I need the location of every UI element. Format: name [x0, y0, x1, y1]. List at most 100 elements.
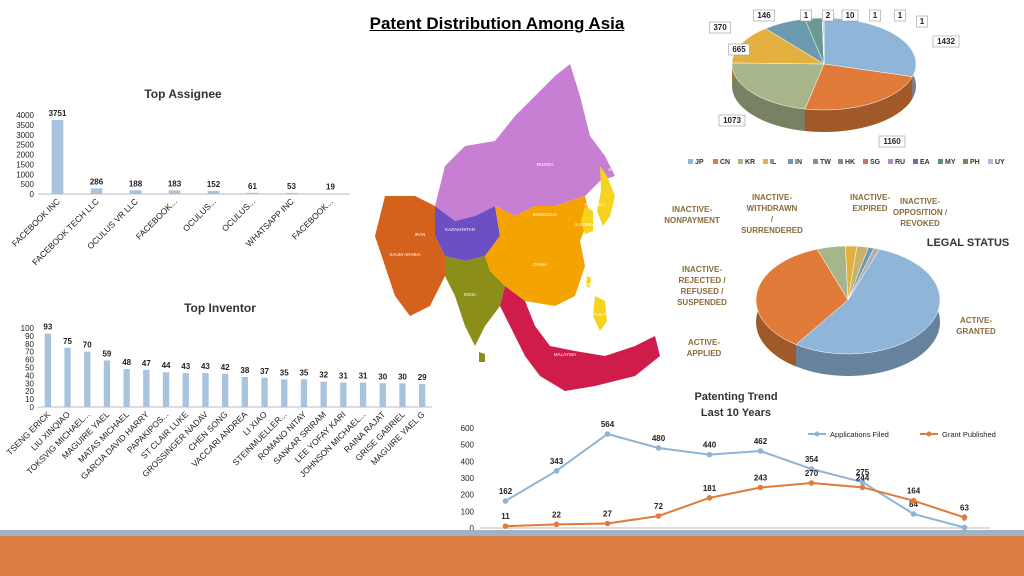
bar — [222, 374, 228, 407]
legend-label: HK — [845, 159, 855, 166]
series-line — [506, 434, 965, 528]
data-label: 31 — [359, 372, 368, 381]
legal-status-label: REJECTED / — [678, 276, 726, 285]
country-pie-chart: 1432116010736653701461210111JPCNKRILINTW… — [694, 6, 1024, 166]
data-point — [503, 523, 509, 529]
data-label: 152 — [207, 180, 221, 189]
map-label: S.KOREA — [575, 222, 595, 227]
data-label: 1 — [898, 11, 903, 20]
map-label: BRUNEI — [596, 342, 613, 347]
data-label: 93 — [43, 323, 52, 332]
bar — [45, 334, 51, 407]
map-region-southeast-asia — [500, 286, 660, 391]
legend-label: EA — [920, 159, 930, 166]
y-tick-label: 0 — [30, 403, 35, 412]
data-label: 354 — [805, 455, 819, 464]
data-label: 343 — [550, 457, 564, 466]
y-tick-label: 40 — [25, 371, 34, 380]
data-label: 162 — [499, 487, 513, 496]
bar — [242, 377, 248, 407]
map-label: JAPAN — [608, 167, 622, 172]
map-label: IRAN — [415, 232, 426, 237]
map-label: MONGOLIA — [533, 212, 557, 217]
legend-swatch — [763, 159, 768, 164]
bar — [301, 379, 307, 407]
bar — [64, 348, 70, 407]
y-tick-label: 70 — [25, 348, 34, 357]
y-tick-label: 4000 — [16, 111, 34, 120]
data-label: 32 — [319, 371, 328, 380]
legal-status-chart: LEGAL STATUS ACTIVE-GRANTEDACTIVE-APPLIE… — [644, 190, 1024, 370]
y-tick-label: 90 — [25, 332, 34, 341]
legend-label: JP — [695, 159, 704, 166]
data-point — [554, 522, 560, 528]
data-label: 244 — [856, 473, 870, 482]
y-tick-label: 0 — [30, 190, 35, 199]
y-tick-label: 1000 — [16, 170, 34, 179]
legal-status-label: INACTIVE- — [672, 205, 712, 214]
legend-marker — [815, 432, 820, 437]
legend-swatch — [913, 159, 918, 164]
chart-title: Patenting Trend — [694, 391, 777, 403]
legal-status-label: EXPIRED — [852, 204, 887, 213]
bar — [208, 191, 220, 194]
category-label: FACEBOOK... — [290, 196, 335, 241]
legend-swatch — [813, 159, 818, 164]
data-label: 70 — [83, 341, 92, 350]
data-label: 27 — [603, 510, 612, 519]
data-point — [656, 513, 662, 519]
legal-status-label: REFUSED / — [681, 287, 724, 296]
data-point — [605, 521, 611, 527]
chart-subtitle: Last 10 Years — [701, 407, 771, 419]
y-tick-label: 300 — [461, 474, 475, 483]
data-label: 480 — [652, 434, 666, 443]
map-label: CHINA — [533, 262, 547, 267]
data-label: 286 — [90, 177, 104, 186]
bar — [281, 379, 287, 407]
data-label: 462 — [754, 437, 768, 446]
data-label: 1 — [920, 17, 925, 26]
legal-status-label: OPPOSITION / — [893, 208, 948, 217]
map-label: PHILIPPINES — [593, 312, 621, 317]
bar — [360, 383, 366, 407]
bar — [202, 373, 208, 407]
data-label: 3751 — [49, 109, 67, 118]
map-label: KAZAKHSTAN — [445, 227, 475, 232]
chart-title: Top Inventor — [184, 301, 256, 315]
bar — [123, 369, 129, 407]
legend-label: SG — [870, 159, 881, 166]
data-label: 22 — [552, 510, 561, 519]
y-tick-label: 2500 — [16, 141, 34, 150]
legal-status-label: REVOKED — [900, 219, 940, 228]
legend-swatch — [863, 159, 868, 164]
data-label: 181 — [703, 484, 717, 493]
data-label: 1160 — [883, 137, 901, 146]
data-label: 1073 — [723, 116, 741, 125]
data-label: 440 — [703, 441, 717, 450]
data-label: 11 — [501, 512, 510, 521]
legal-status-label: WITHDRAWN — [747, 204, 798, 213]
data-label: 59 — [102, 349, 111, 358]
data-label: 183 — [168, 179, 182, 188]
legal-status-label: SURRENDERED — [741, 226, 803, 235]
y-tick-label: 400 — [461, 457, 475, 466]
data-label: 43 — [181, 362, 190, 371]
legend-label: UY — [995, 159, 1005, 166]
legend-label: RU — [895, 159, 905, 166]
bar — [261, 378, 267, 407]
y-tick-label: 500 — [21, 180, 35, 189]
map-label: N.KOREA — [585, 202, 605, 207]
data-label: 1432 — [937, 37, 955, 46]
data-label: 19 — [326, 183, 335, 192]
category-label: OCULUS... — [220, 196, 257, 233]
data-label: 2 — [826, 11, 831, 20]
y-tick-label: 600 — [461, 424, 475, 433]
data-label: 164 — [907, 487, 921, 496]
data-label: 146 — [757, 11, 771, 20]
data-label: 47 — [142, 359, 151, 368]
data-label: 43 — [201, 362, 210, 371]
y-tick-label: 20 — [25, 387, 34, 396]
legend-swatch — [713, 159, 718, 164]
y-tick-label: 50 — [25, 364, 34, 373]
bar — [183, 373, 189, 407]
